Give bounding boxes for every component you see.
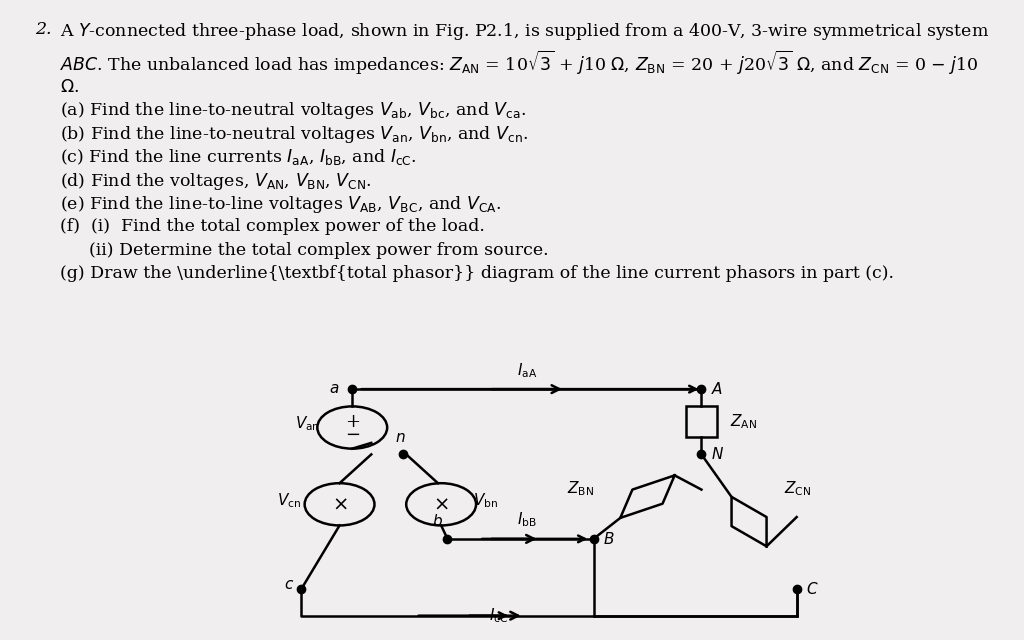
Text: (g) Draw the \underline{\textbf{total phasor}} diagram of the line current phaso: (g) Draw the \underline{\textbf{total ph… (59, 265, 894, 282)
Text: (c) Find the line currents $I_{\rm aA}$, $I_{\rm bB}$, and $I_{\rm cC}$.: (c) Find the line currents $I_{\rm aA}$,… (59, 147, 417, 167)
Text: 2.: 2. (35, 20, 51, 38)
Text: $b$: $b$ (432, 513, 443, 529)
Text: $V_{\rm bn}$: $V_{\rm bn}$ (473, 491, 498, 510)
Bar (686, 406, 717, 437)
Text: $\times$: $\times$ (332, 495, 347, 513)
Text: $B$: $B$ (603, 531, 614, 547)
Text: $\times$: $\times$ (433, 495, 449, 513)
Text: $\it{ABC}$. The unbalanced load has impedances: $Z_{\rm AN}$ = 10$\sqrt{3}$ + $j: $\it{ABC}$. The unbalanced load has impe… (59, 49, 978, 77)
Text: $c$: $c$ (284, 578, 294, 592)
Text: $A$: $A$ (711, 381, 723, 397)
Text: $C$: $C$ (806, 581, 819, 596)
Text: (e) Find the line-to-line voltages $V_{\rm AB}$, $V_{\rm BC}$, and $V_{\rm CA}$.: (e) Find the line-to-line voltages $V_{\… (59, 195, 501, 216)
Text: (a) Find the line-to-neutral voltages $V_{\rm ab}$, $V_{\rm bc}$, and $V_{\rm ca: (a) Find the line-to-neutral voltages $V… (59, 100, 525, 121)
Text: $V_{\rm an}$: $V_{\rm an}$ (295, 414, 321, 433)
Text: $I_{\rm bB}$: $I_{\rm bB}$ (517, 511, 537, 529)
Text: $N$: $N$ (711, 447, 724, 462)
Text: $I_{\rm aA}$: $I_{\rm aA}$ (517, 361, 537, 380)
Text: (b) Find the line-to-neutral voltages $V_{\rm an}$, $V_{\rm bn}$, and $V_{\rm cn: (b) Find the line-to-neutral voltages $V… (59, 124, 527, 145)
Text: $V_{\rm cn}$: $V_{\rm cn}$ (276, 491, 301, 510)
Text: A $\it{Y}$-connected three-phase load, shown in Fig. P2.1, is supplied from a 40: A $\it{Y}$-connected three-phase load, s… (59, 20, 988, 42)
Text: $a$: $a$ (329, 382, 340, 396)
Text: $Z_{\rm CN}$: $Z_{\rm CN}$ (784, 479, 811, 499)
Text: +: + (345, 413, 359, 431)
Text: (d) Find the voltages, $V_{\rm AN}$, $V_{\rm BN}$, $V_{\rm CN}$.: (d) Find the voltages, $V_{\rm AN}$, $V_… (59, 171, 372, 192)
Text: (f)  (i)  Find the total complex power of the load.: (f) (i) Find the total complex power of … (59, 218, 484, 235)
Text: (ii) Determine the total complex power from source.: (ii) Determine the total complex power f… (88, 242, 548, 259)
Text: $Z_{\rm BN}$: $Z_{\rm BN}$ (566, 479, 594, 499)
Text: $\Omega$.: $\Omega$. (59, 79, 79, 96)
Text: −: − (345, 426, 359, 444)
Text: $I_{\rm cC}$: $I_{\rm cC}$ (488, 607, 508, 625)
Text: $n$: $n$ (394, 431, 406, 445)
Text: $Z_{\rm AN}$: $Z_{\rm AN}$ (730, 412, 757, 431)
